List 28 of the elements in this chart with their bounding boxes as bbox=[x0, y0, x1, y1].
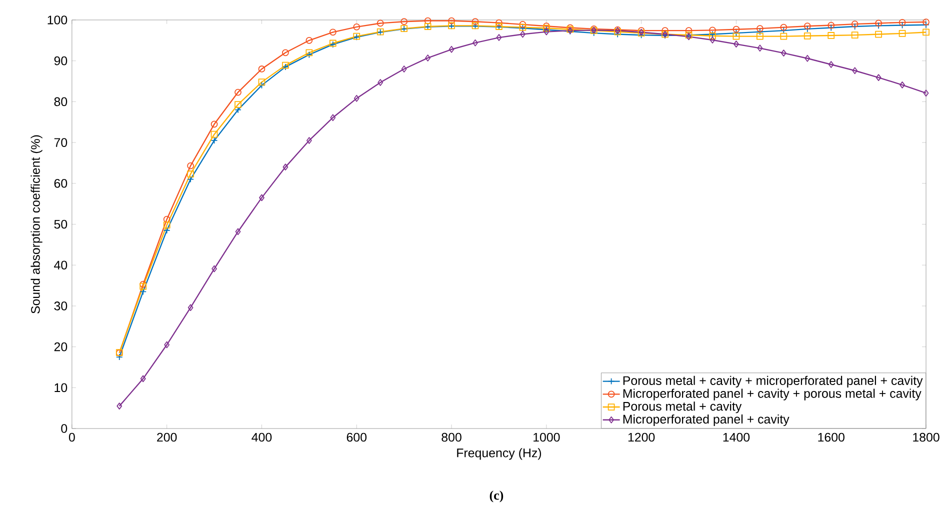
legend-label: Porous metal + cavity bbox=[623, 401, 742, 413]
y-tick-label: 70 bbox=[54, 138, 68, 147]
legend-label: Microperforated panel + cavity bbox=[623, 414, 790, 426]
x-tick-label: 1000 bbox=[534, 432, 560, 442]
legend-label: Porous metal + cavity + microperforated panel + cavity bbox=[623, 376, 923, 388]
y-tick-label: 10 bbox=[54, 383, 68, 392]
x-tick-label: 1200 bbox=[628, 432, 655, 442]
legend-label: Microperforated panel + cavity + porous metal + cavity bbox=[623, 388, 922, 400]
x-tick-label: 0 bbox=[68, 432, 75, 442]
x-axis-title: Frequency (Hz) bbox=[457, 448, 542, 460]
x-tick-label: 1400 bbox=[723, 432, 750, 442]
y-tick-label: 0 bbox=[61, 424, 68, 433]
y-tick-label: 20 bbox=[54, 342, 68, 352]
y-tick-label: 100 bbox=[48, 15, 68, 24]
y-tick-label: 30 bbox=[54, 301, 68, 310]
x-tick-label: 1600 bbox=[818, 432, 844, 442]
x-tick-label: 400 bbox=[252, 432, 272, 442]
y-tick-label: 80 bbox=[54, 97, 68, 106]
y-tick-label: 50 bbox=[54, 220, 68, 228]
x-tick-label: 1800 bbox=[913, 432, 940, 442]
y-tick-label: 90 bbox=[54, 56, 68, 66]
text: (c) bbox=[490, 490, 504, 502]
x-tick-label: 600 bbox=[346, 432, 367, 442]
y-tick-label: 60 bbox=[54, 178, 68, 188]
x-tick-label: 800 bbox=[442, 432, 462, 442]
y-tick-label: 40 bbox=[54, 260, 68, 270]
x-tick-label: 200 bbox=[157, 432, 177, 442]
y-axis-title: Sound absorption coefficient (%) bbox=[30, 135, 42, 314]
